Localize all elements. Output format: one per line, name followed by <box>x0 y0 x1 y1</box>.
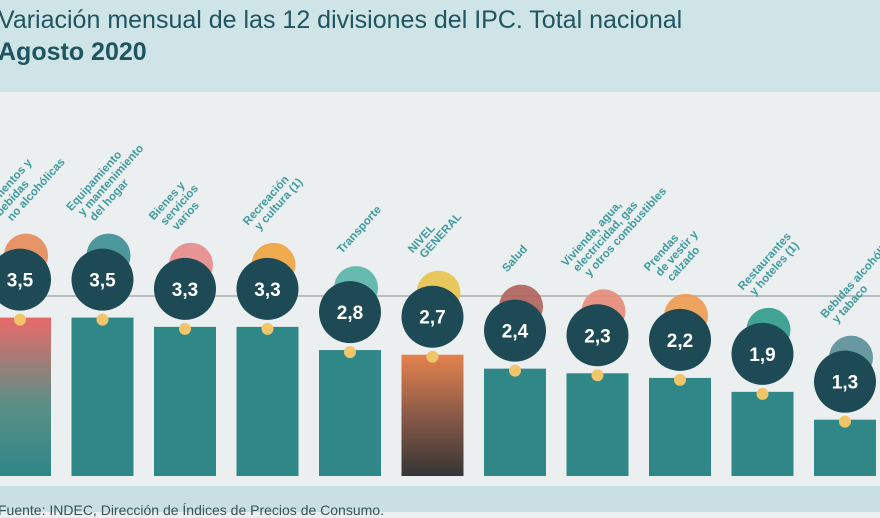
value-bubble <box>731 322 794 385</box>
value-label: 2,2 <box>667 331 693 352</box>
category-label-line: Transporte <box>335 204 384 256</box>
bar-chart: 3,5 Alimentos ybebidasno alcohólicas 3,5 Eq… <box>0 135 880 476</box>
value-bubble <box>484 299 546 362</box>
value-label: 3,3 <box>254 280 280 301</box>
category-label: Bienes yserviciosvarios <box>147 175 210 239</box>
bar-top-dot <box>674 373 686 386</box>
bar <box>319 350 381 476</box>
value-bubble <box>649 308 711 371</box>
category-label: Bebidas alcohólicasy tabaco <box>819 230 880 328</box>
value-label: 3,5 <box>89 271 116 292</box>
value-label: 1,9 <box>749 345 775 366</box>
value-bubble <box>401 285 464 348</box>
category-label-line: Salud <box>500 243 530 274</box>
bar <box>649 377 711 476</box>
bar <box>731 391 794 476</box>
bar-top-dot <box>426 350 439 363</box>
value-bubble <box>566 304 629 367</box>
category-label: Restaurantesy hoteles (1) <box>736 231 803 301</box>
bar <box>484 368 546 476</box>
footer: Fuente: INDEC, Dirección de Índices de P… <box>0 486 880 518</box>
category-label: Recreacióny cultura (1) <box>241 168 305 236</box>
title-band: Variación mensual de las 12 divisiones d… <box>0 0 880 92</box>
value-label: 1,3 <box>832 373 858 394</box>
value-bubble <box>319 281 381 344</box>
bar-top-dot <box>839 415 851 428</box>
bar-top-dot <box>14 313 26 326</box>
value-label: 3,5 <box>7 271 34 292</box>
value-label: 2,7 <box>419 308 445 329</box>
bar-top-dot <box>591 369 604 382</box>
chart-title: Variación mensual de las 12 divisiones d… <box>0 6 683 34</box>
value-bubble <box>0 248 51 311</box>
bar-top-dot <box>756 387 769 400</box>
source-note: Fuente: INDEC, Dirección de Índices de P… <box>0 502 384 518</box>
value-label: 2,3 <box>584 326 610 347</box>
bar-top-dot <box>179 322 191 335</box>
bar <box>154 326 216 476</box>
value-label: 2,4 <box>502 322 529 343</box>
category-label: Alimentos ybebidasno alcohólicas <box>0 140 68 229</box>
category-label: Salud <box>500 243 530 274</box>
bar-top-dot <box>96 313 109 326</box>
bar-top-dot <box>261 322 274 335</box>
value-bubble <box>814 350 876 413</box>
bar <box>0 317 51 476</box>
value-bubble <box>71 248 134 311</box>
bar <box>71 317 134 476</box>
value-label: 3,3 <box>172 280 198 301</box>
category-label: Transporte <box>335 204 384 256</box>
value-label: 2,8 <box>337 303 363 324</box>
bar <box>814 419 876 476</box>
category-label: Equipamientoy mantenimientodel hogar <box>65 135 156 230</box>
category-label: Prendasde vestir ycalzado <box>642 220 710 290</box>
bar-top-dot <box>509 364 521 377</box>
chart-subtitle: Agosto 2020 <box>0 38 147 66</box>
bar-top-dot <box>344 346 356 359</box>
value-bubble <box>154 257 216 320</box>
category-label: NIVELGENERAL <box>406 203 464 264</box>
value-bubble <box>236 257 299 320</box>
bar <box>236 326 299 476</box>
bar <box>401 354 464 476</box>
bar <box>566 373 629 476</box>
